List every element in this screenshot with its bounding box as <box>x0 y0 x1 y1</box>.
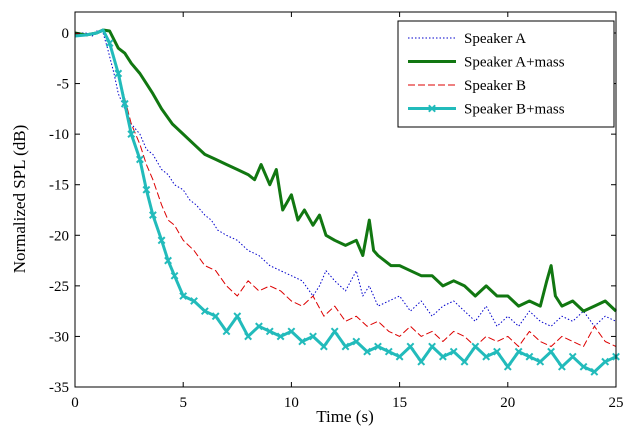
data-point-marker <box>319 342 328 351</box>
data-point-marker <box>164 256 172 265</box>
data-point-marker <box>449 347 458 356</box>
x-tick-label: 0 <box>71 395 79 411</box>
data-point-marker <box>276 332 285 341</box>
data-point-marker <box>395 352 404 361</box>
series-layer <box>74 28 620 376</box>
legend-label: Speaker A <box>464 31 526 47</box>
data-point-marker <box>200 307 209 316</box>
plot-frame <box>74 11 617 388</box>
data-point-marker <box>536 357 545 366</box>
series-speaker-a <box>75 30 617 327</box>
data-point-marker <box>265 327 274 336</box>
legend-label: Speaker B+mass <box>464 102 565 118</box>
data-point-marker <box>438 352 447 361</box>
data-point-marker <box>601 357 610 366</box>
data-point-marker <box>384 347 393 356</box>
x-tick-label: 5 <box>179 395 187 411</box>
data-point-marker <box>471 342 480 351</box>
y-tick-label: -20 <box>49 228 69 244</box>
data-point-marker <box>170 271 179 280</box>
series-line <box>74 28 618 313</box>
series-line <box>74 30 617 347</box>
x-tick-label: 15 <box>392 395 407 411</box>
legend-items: Speaker A Speaker A+mass Speaker B Speaker … <box>408 31 565 118</box>
data-point-marker <box>330 327 339 336</box>
y-tick-label: 0 <box>62 26 70 42</box>
legend-item: Speaker A+mass <box>408 55 565 71</box>
data-point-marker <box>428 342 436 351</box>
data-point-marker <box>557 362 566 371</box>
data-point-marker <box>460 357 469 366</box>
y-tick-label: -10 <box>49 127 69 143</box>
series-speaker-a-mass <box>74 28 618 313</box>
x-axis-title: Time (s) <box>316 407 373 426</box>
data-point-marker <box>406 342 415 351</box>
data-point-marker <box>142 185 151 194</box>
data-point-marker <box>493 347 501 356</box>
y-tick-label: -35 <box>49 380 69 396</box>
data-point-marker <box>309 332 317 341</box>
y-tick-label: -30 <box>49 329 69 345</box>
x-tick-label: 20 <box>500 395 515 411</box>
ticks-layer: 0 5 10 15 20 25 0 -5 -10 -15 -20 -25 -30 -35 <box>49 12 624 411</box>
legend-item: Speaker A <box>408 31 526 47</box>
series-speaker-b-mass <box>74 28 620 376</box>
legend-item: Speaker B <box>408 78 526 94</box>
data-point-marker <box>374 342 382 351</box>
data-point-marker <box>590 367 599 376</box>
legend-label: Speaker B <box>464 78 526 94</box>
series-speaker-b <box>74 30 617 347</box>
data-point-marker <box>114 69 123 78</box>
legend-item: Speaker B+mass <box>408 102 565 118</box>
data-point-marker <box>417 357 426 366</box>
data-point-marker <box>148 211 157 219</box>
data-point-marker <box>233 312 242 321</box>
y-axis-title: Normalized SPL (dB) <box>10 125 29 274</box>
data-point-marker <box>352 337 361 346</box>
data-point-marker <box>244 332 253 341</box>
y-tick-label: -15 <box>49 178 69 194</box>
data-point-marker <box>341 342 350 351</box>
data-point-marker <box>190 297 198 305</box>
data-point-marker <box>503 362 512 371</box>
data-point-marker <box>105 39 114 48</box>
data-point-marker <box>127 130 136 139</box>
legend-marker <box>428 104 436 113</box>
data-point-marker <box>287 327 296 336</box>
data-point-marker <box>482 352 491 361</box>
data-point-marker <box>211 312 220 321</box>
data-point-marker <box>136 155 144 164</box>
x-tick-label: 25 <box>609 395 624 411</box>
data-point-marker <box>255 322 263 331</box>
data-point-marker <box>568 352 577 361</box>
data-point-marker <box>222 327 231 336</box>
data-point-marker <box>514 347 523 356</box>
data-point-marker <box>179 292 188 300</box>
data-point-marker <box>120 99 129 108</box>
y-tick-label: -25 <box>49 279 69 295</box>
legend-label: Speaker A+mass <box>464 55 565 71</box>
y-tick-label: -5 <box>57 77 70 93</box>
data-point-marker <box>298 337 307 346</box>
x-tick-label: 10 <box>284 395 299 411</box>
data-point-marker <box>579 362 588 371</box>
data-point-marker <box>547 347 555 356</box>
series-line <box>75 30 617 327</box>
data-point-marker <box>157 236 166 245</box>
legend: Speaker A Speaker A+mass Speaker B Speaker … <box>397 20 615 128</box>
data-point-marker <box>525 352 534 361</box>
data-point-marker <box>363 347 372 356</box>
